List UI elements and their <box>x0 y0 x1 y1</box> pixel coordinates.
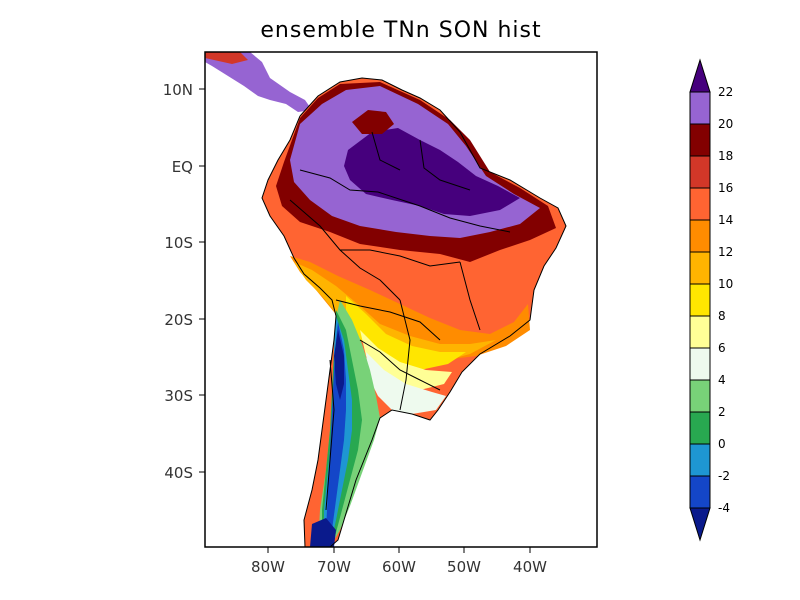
band-22plus <box>344 128 520 216</box>
colorbar-label: 4 <box>718 373 726 387</box>
lat-tick-label: 10N <box>163 81 193 99</box>
lat-tick-label: 20S <box>164 311 193 329</box>
map-title: ensemble TNn SON hist <box>260 18 542 43</box>
lon-tick-label: 50W <box>447 558 481 576</box>
colorbar-label: 0 <box>718 437 726 451</box>
lat-tick-label: EQ <box>172 158 193 176</box>
central-america <box>205 52 312 112</box>
colorbar-label: 10 <box>718 277 733 291</box>
latitude-axis: 10N EQ 10S 20S 30S 40S <box>163 81 205 482</box>
colorbar-bin <box>689 123 711 157</box>
colorbar-label: 12 <box>718 245 733 259</box>
colorbar-label: 18 <box>718 149 733 163</box>
patagonia-cold-tip <box>310 518 336 547</box>
lon-tick-label: 60W <box>382 558 416 576</box>
lat-tick-label: 10S <box>164 234 193 252</box>
lon-tick-label: 40W <box>513 558 547 576</box>
map-field <box>205 52 567 547</box>
country-borders <box>289 131 511 511</box>
interior-maroon-patch <box>352 110 394 134</box>
colorbar-bin <box>689 347 711 381</box>
colorbar-label: -4 <box>718 501 730 515</box>
lon-tick-label: 70W <box>317 558 351 576</box>
map-frame <box>204 51 598 548</box>
lat-tick-label: 40S <box>164 464 193 482</box>
west-coastline <box>261 115 337 547</box>
colorbar-bin <box>689 155 711 189</box>
colorbar-bin <box>689 411 711 445</box>
colorbar-bin <box>689 315 711 349</box>
colorbar-max-arrow <box>689 58 711 93</box>
colorbar-label: -2 <box>718 469 730 483</box>
colorbar-bin <box>689 91 711 125</box>
band-below-minus4 <box>334 330 344 400</box>
colorbar-bin <box>689 379 711 413</box>
band-14-16 <box>290 256 530 360</box>
colorbar-label: 20 <box>718 117 733 131</box>
lon-tick-label: 80W <box>251 558 285 576</box>
colorbar-label: 6 <box>718 341 726 355</box>
colorbar-bin <box>689 475 711 509</box>
band-6-8 <box>366 352 446 414</box>
colorbar-label: 22 <box>718 85 733 99</box>
colorbar-bin <box>689 187 711 221</box>
colorbar-label: 14 <box>718 213 733 227</box>
colorbar-bin <box>689 443 711 477</box>
colorbar-label: 2 <box>718 405 726 419</box>
colorbar-bin <box>689 219 711 253</box>
colorbar-bin <box>689 251 711 285</box>
coastline <box>299 77 567 547</box>
longitude-axis: 80W 70W 60W 50W 40W <box>251 547 547 576</box>
colorbar-label: 8 <box>718 309 726 323</box>
colorbar-min-arrow <box>689 507 711 542</box>
colorbar-label: 16 <box>718 181 733 195</box>
colorbar: -4 -2 0 2 4 6 8 10 12 14 16 18 20 22 <box>689 58 733 542</box>
lat-tick-label: 30S <box>164 387 193 405</box>
colorbar-bin <box>689 283 711 317</box>
central-america-hot <box>205 52 248 64</box>
